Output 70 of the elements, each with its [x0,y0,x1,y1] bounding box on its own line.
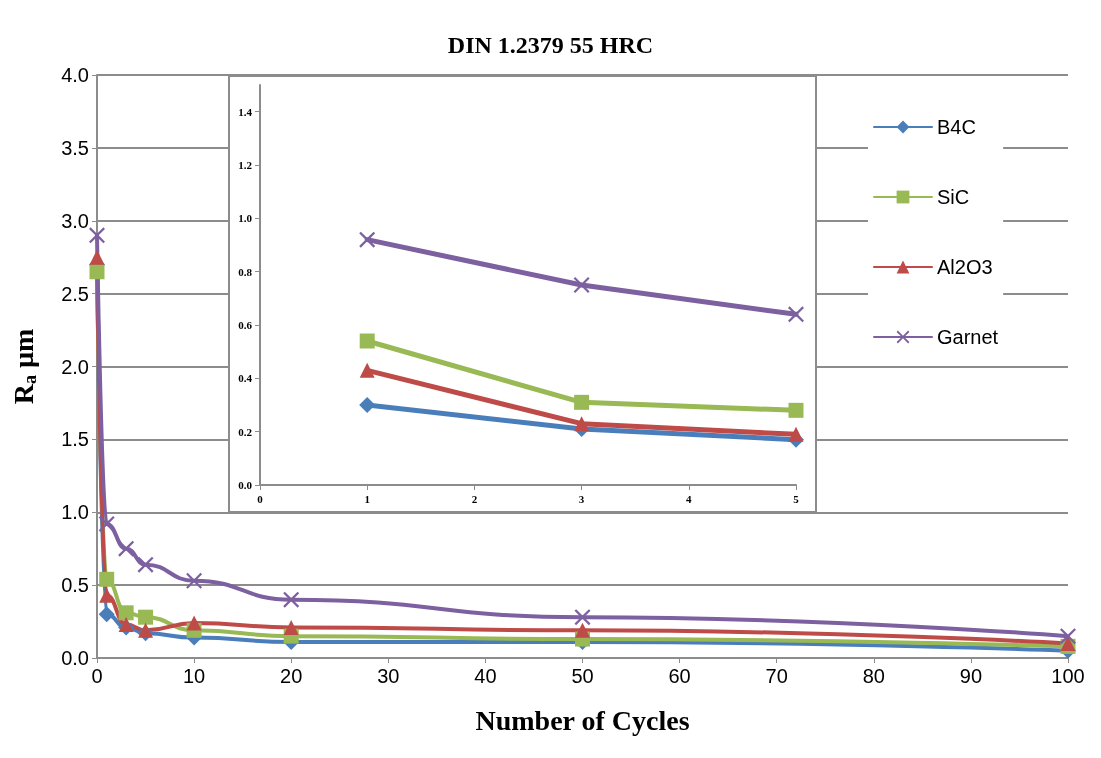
point [574,416,590,432]
point [359,333,375,349]
x-tick-label: 20 [280,665,303,687]
x-tick-label: 0 [257,492,264,505]
point [359,231,376,248]
y-tick-label: 1.5 [61,428,89,451]
y-tick-label: 0.2 [238,425,253,438]
point [1060,628,1076,645]
point [89,264,105,280]
x-tick-label: 2 [471,492,478,505]
point [118,616,134,632]
y-axis-title: Ra µm [7,328,40,405]
point [186,572,203,589]
point [98,515,115,532]
x-tick-label: 40 [474,665,497,687]
point [574,394,590,410]
point [283,619,299,635]
chart-title: DIN 1.2379 55 HRC [447,32,654,58]
y-tick-label: 1.0 [238,212,253,225]
y-tick-label: 1.2 [238,159,253,171]
legend-label: B4C [937,116,976,138]
x-tick-label: 50 [571,665,594,687]
x-tick-label: 80 [862,665,885,687]
point [573,277,590,293]
point [99,571,115,587]
point [118,605,134,621]
point [788,426,804,442]
y-tick-label: 0.0 [238,479,253,491]
x-tick-label: 30 [377,665,400,687]
x-axis-title: Number of Cycles [475,704,690,736]
x-tick-label: 90 [959,665,983,687]
legend-label: SiC [937,186,970,208]
x-tick-label: 100 [1051,665,1085,687]
x-tick-label: 4 [686,492,693,505]
y-tick-label: 0.5 [61,574,89,597]
point [283,591,300,608]
point [575,622,590,638]
y-tick-label: 3.0 [61,209,89,232]
x-tick-label: 1 [364,492,370,505]
legend-label: Garnet [937,326,999,348]
y-tick-label: 3.5 [61,136,89,159]
point [138,622,154,638]
y-tick-label: 1.4 [238,105,253,118]
y-tick-label: 0.6 [238,319,253,331]
y-tick-label: 1.0 [61,501,89,524]
x-tick-label: 3 [578,492,585,505]
point [186,615,202,631]
point [98,606,115,623]
y-tick-label: 2.5 [61,282,89,305]
point [574,609,591,626]
x-tick-label: 5 [793,492,800,505]
x-tick-label: 70 [765,665,788,687]
y-tick-label: 0.8 [238,265,253,278]
point [359,362,375,378]
point [89,249,105,265]
point [138,609,154,625]
y-tick-label: 4.0 [61,64,89,86]
point [137,556,154,573]
point [89,227,105,244]
x-tick-label: 10 [182,665,206,687]
point [118,540,135,557]
y-tick-label: 2.0 [61,355,89,378]
point [359,397,376,413]
legend-label: Al2O3 [937,256,993,278]
y-tick-label: 0.4 [238,372,253,385]
y-tick-label: 0.0 [61,647,89,669]
point [788,306,804,323]
x-tick-label: 60 [668,665,691,687]
x-tick-label: 0 [91,665,103,687]
point [788,402,804,418]
